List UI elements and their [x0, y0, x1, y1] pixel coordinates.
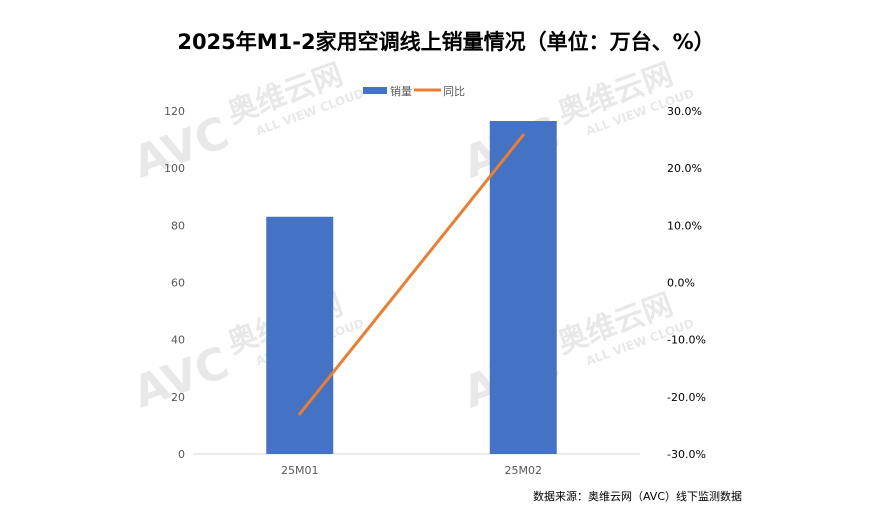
y-right-tick-label: 30.0%	[667, 105, 702, 118]
legend-label-sales: 销量	[390, 84, 412, 98]
y-left-tick-label: 20	[171, 391, 185, 404]
y-right-tick-label: 20.0%	[667, 162, 702, 175]
y-left-tick-label: 120	[164, 105, 185, 118]
bar-25M01	[266, 216, 334, 454]
y-left-tick-label: 100	[164, 162, 185, 175]
y-right-tick-label: 0.0%	[667, 277, 695, 290]
y-left-tick-label: 60	[171, 277, 185, 290]
svg-text:AVC: AVC	[127, 107, 236, 188]
chart-title: 2025年M1-2家用空调线上销量情况（单位：万台、%）	[177, 30, 715, 54]
y-left-tick-label: 40	[171, 334, 185, 347]
y-left-tick-label: 0	[178, 448, 185, 461]
legend-label-yoy: 同比	[443, 85, 465, 98]
bar-25M02	[489, 121, 557, 455]
legend-bar-swatch	[363, 87, 387, 94]
y-right-tick-label: 10.0%	[667, 219, 702, 232]
x-tick-label: 25M02	[505, 464, 543, 477]
y-left-tick-label: 80	[171, 219, 185, 232]
yoy-line	[298, 133, 525, 416]
x-tick-label: 25M01	[281, 464, 319, 477]
y-right-tick-label: -20.0%	[667, 391, 706, 404]
data-source-note: 数据来源：奥维云网（AVC）线下监测数据	[532, 490, 742, 503]
y-right-tick-label: -10.0%	[667, 334, 706, 347]
y-right-tick-label: -30.0%	[667, 448, 706, 461]
svg-text:AVC: AVC	[127, 337, 236, 418]
